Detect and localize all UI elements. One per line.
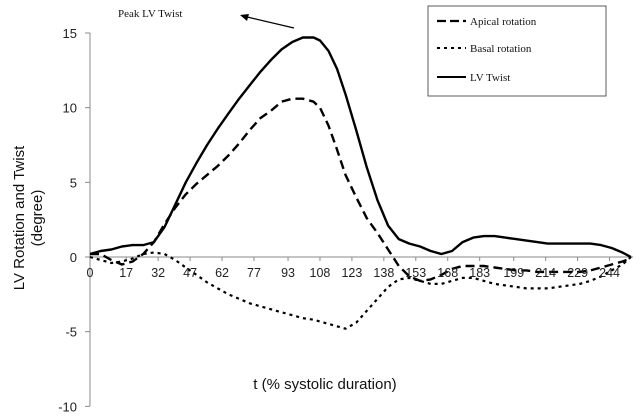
x-tick-label: 17 (119, 266, 133, 280)
x-tick-label: 47 (183, 266, 197, 280)
y-axis-title-line1: LV Rotation and Twist (11, 145, 28, 290)
y-tick-label: 5 (70, 175, 77, 190)
legend-label-twist: LV Twist (470, 72, 510, 84)
x-tick-label: 77 (247, 266, 261, 280)
x-tick-label: 244 (599, 266, 620, 280)
peak-annotation: Peak LV Twist (118, 8, 182, 20)
x-tick-label: 123 (341, 266, 362, 280)
y-tick-label: -10 (58, 399, 77, 414)
x-tick-label: 32 (151, 266, 165, 280)
legend-label-apical: Apical rotation (470, 16, 537, 28)
x-axis-title: t (% systolic duration) (253, 376, 396, 393)
x-tick-label: 93 (281, 266, 295, 280)
x-tick-label: 168 (437, 266, 458, 280)
series-line-apical-rotation (90, 97, 632, 283)
y-tick-label: 15 (63, 26, 77, 41)
x-tick-label: 108 (310, 266, 331, 280)
x-tick-label: 0 (87, 266, 94, 280)
peak-arrow (240, 14, 295, 29)
x-tick-label: 62 (215, 266, 229, 280)
y-tick-label: -5 (65, 325, 77, 340)
x-tick-label: 229 (567, 266, 588, 280)
y-axis-title-line2: (degree) (29, 190, 46, 247)
legend: Apical rotation Basal rotation LV Twist (427, 5, 607, 97)
y-tick-label: 0 (70, 250, 77, 265)
x-tick-label: 138 (373, 266, 394, 280)
legend-label-basal: Basal rotation (470, 43, 532, 55)
x-tick-label: 153 (405, 266, 426, 280)
series-line-basal-rotation (89, 251, 632, 330)
x-tick-label: 199 (503, 266, 524, 280)
series-line-lv-twist (89, 36, 632, 259)
y-axis-title: LV Rotation and Twist (degree) (11, 145, 46, 290)
y-tick-label: 10 (63, 101, 77, 116)
x-tick-label: 183 (469, 266, 490, 280)
x-tick-label: 214 (535, 266, 556, 280)
